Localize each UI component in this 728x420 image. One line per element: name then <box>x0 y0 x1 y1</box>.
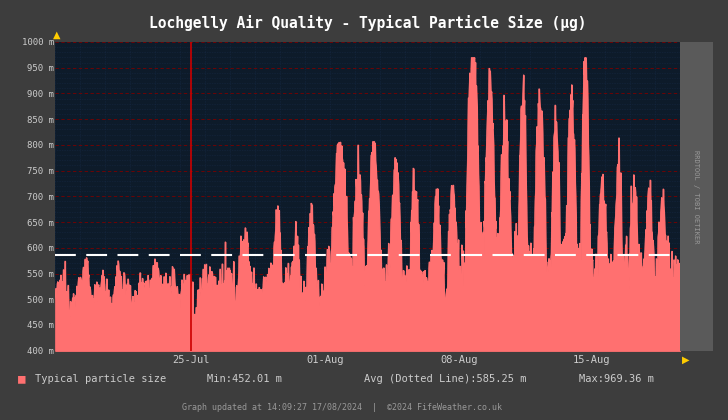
Text: ▲: ▲ <box>53 30 60 40</box>
Text: Max:969.36 m: Max:969.36 m <box>579 374 654 384</box>
Text: Lochgelly Air Quality - Typical Particle Size (μg): Lochgelly Air Quality - Typical Particle… <box>149 15 586 31</box>
Text: Graph updated at 14:09:27 17/08/2024  |  ©2024 FifeWeather.co.uk: Graph updated at 14:09:27 17/08/2024 | ©… <box>182 404 502 412</box>
Text: ■: ■ <box>18 373 25 385</box>
Text: Typical particle size: Typical particle size <box>35 374 166 384</box>
Text: ▶: ▶ <box>682 355 689 365</box>
Text: Min:452.01 m: Min:452.01 m <box>207 374 282 384</box>
Text: RRDTOOL / TOBI OETIKER: RRDTOOL / TOBI OETIKER <box>693 150 700 243</box>
Text: Avg (Dotted Line):585.25 m: Avg (Dotted Line):585.25 m <box>364 374 526 384</box>
